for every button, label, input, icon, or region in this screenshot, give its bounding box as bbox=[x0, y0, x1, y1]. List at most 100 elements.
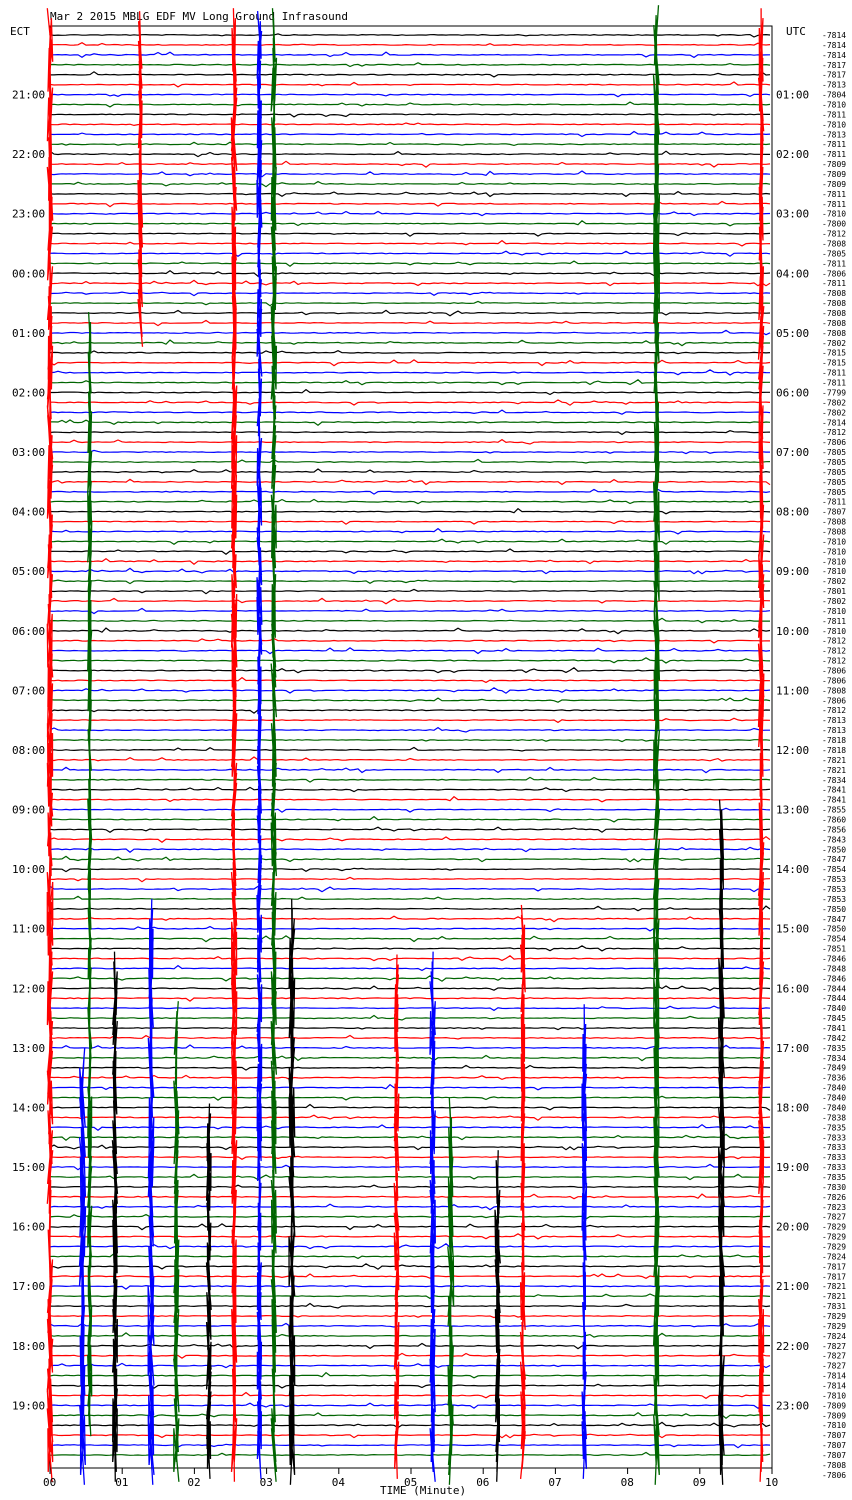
trace-row bbox=[49, 1064, 771, 1071]
trace-row bbox=[49, 657, 771, 664]
trace-row bbox=[49, 1163, 771, 1171]
trace-row bbox=[49, 617, 770, 624]
trace-row bbox=[49, 726, 770, 733]
trace-row bbox=[49, 955, 771, 962]
right-time-label: 18:00 bbox=[776, 1102, 809, 1115]
trace-row bbox=[49, 607, 771, 615]
row-offset-label: -7802 bbox=[822, 597, 846, 606]
trace-row bbox=[49, 846, 771, 853]
row-offset-label: -7809 bbox=[822, 1401, 846, 1410]
trace-row bbox=[49, 1332, 771, 1338]
left-time-label: 05:00 bbox=[12, 565, 45, 578]
trace-row bbox=[49, 150, 770, 158]
row-offset-label: -7850 bbox=[822, 925, 846, 934]
row-offset-label: -7850 bbox=[822, 905, 846, 914]
x-tick-label: 07 bbox=[548, 1476, 561, 1489]
trace-row bbox=[49, 409, 771, 415]
row-offset-label: -7843 bbox=[822, 835, 846, 844]
burst-trace bbox=[137, 11, 144, 347]
chart-title: Mar 2 2015 MBLG EDF MV Long Ground Infra… bbox=[50, 10, 348, 23]
row-offset-label: -7818 bbox=[822, 736, 846, 745]
row-offset-label: -7811 bbox=[822, 190, 846, 199]
trace-row bbox=[49, 488, 771, 495]
row-offset-label: -7799 bbox=[822, 389, 846, 398]
row-offset-label: -7808 bbox=[822, 309, 846, 318]
right-time-label: 09:00 bbox=[776, 565, 809, 578]
trace-row bbox=[49, 687, 771, 694]
row-offset-label: -7808 bbox=[822, 686, 846, 695]
row-offset-label: -7805 bbox=[822, 468, 846, 477]
x-tick-label: 05 bbox=[404, 1476, 417, 1489]
trace-row bbox=[49, 567, 771, 575]
trace-row bbox=[49, 220, 771, 227]
burst-trace bbox=[87, 311, 93, 1437]
row-offset-label: -7808 bbox=[822, 518, 846, 527]
trace-row bbox=[49, 527, 771, 535]
trace-row bbox=[49, 717, 771, 724]
left-time-label: 14:00 bbox=[12, 1102, 45, 1115]
burst-trace bbox=[270, 8, 278, 1482]
trace-row bbox=[49, 1026, 771, 1031]
row-offset-label: -7813 bbox=[822, 726, 846, 735]
trace-row bbox=[49, 200, 771, 208]
row-offset-label: -7829 bbox=[822, 1243, 846, 1252]
trace-row bbox=[49, 1103, 771, 1111]
left-time-label: 22:00 bbox=[12, 148, 45, 161]
trace-row bbox=[49, 291, 771, 297]
trace-row bbox=[49, 776, 771, 783]
burst-trace bbox=[447, 1097, 455, 1485]
trace-row bbox=[49, 1322, 771, 1328]
trace-row bbox=[49, 1421, 771, 1429]
row-offset-label: -7810 bbox=[822, 101, 846, 110]
burst-trace bbox=[147, 898, 155, 1485]
trace-row bbox=[49, 557, 771, 565]
left-time-label: 02:00 bbox=[12, 387, 45, 400]
right-time-label: 05:00 bbox=[776, 327, 809, 340]
row-offset-label: -7813 bbox=[822, 81, 846, 90]
trace-row bbox=[49, 1342, 771, 1350]
row-offset-label: -7809 bbox=[822, 180, 846, 189]
row-offset-label: -7808 bbox=[822, 289, 846, 298]
row-offset-label: -7827 bbox=[822, 1213, 846, 1222]
row-offset-label: -7808 bbox=[822, 329, 846, 338]
row-offset-label: -7811 bbox=[822, 369, 846, 378]
trace-row bbox=[49, 1302, 771, 1309]
trace-row bbox=[49, 1371, 771, 1379]
row-offset-label: -7811 bbox=[822, 140, 846, 149]
trace-row bbox=[49, 1402, 771, 1409]
x-tick-label: 04 bbox=[332, 1476, 346, 1489]
trace-row bbox=[49, 1114, 771, 1121]
row-offset-label: -7814 bbox=[822, 1372, 846, 1381]
trace-row bbox=[49, 1451, 771, 1457]
trace-row bbox=[49, 269, 771, 277]
row-offset-label: -7829 bbox=[822, 1223, 846, 1232]
trace-row bbox=[49, 815, 771, 823]
left-time-label: 01:00 bbox=[12, 327, 45, 340]
trace-row bbox=[49, 1411, 771, 1419]
row-offset-axis: -7814-7814-7814-7817-7817-7813-7804-7810… bbox=[822, 31, 846, 1480]
trace-row bbox=[49, 210, 771, 217]
row-offset-label: -7810 bbox=[822, 607, 846, 616]
row-offset-label: -7802 bbox=[822, 398, 846, 407]
row-offset-label: -7802 bbox=[822, 339, 846, 348]
row-offset-label: -7821 bbox=[822, 1282, 846, 1291]
trace-row bbox=[49, 697, 771, 703]
trace-row bbox=[49, 925, 771, 932]
trace-row bbox=[49, 1433, 771, 1439]
row-offset-label: -7834 bbox=[822, 776, 846, 785]
row-offset-label: -7818 bbox=[822, 746, 846, 755]
trace-row bbox=[49, 438, 771, 445]
x-tick-label: 06 bbox=[476, 1476, 489, 1489]
right-time-label: 17:00 bbox=[776, 1042, 809, 1055]
trace-group bbox=[49, 33, 771, 1457]
trace-row bbox=[49, 359, 771, 367]
trace-row bbox=[49, 250, 771, 258]
trace-row bbox=[49, 1054, 771, 1062]
row-offset-label: -7809 bbox=[822, 1411, 846, 1420]
trace-row bbox=[49, 399, 771, 406]
left-time-label: 03:00 bbox=[12, 446, 45, 459]
trace-row bbox=[49, 935, 771, 943]
x-tick-label: 10 bbox=[765, 1476, 778, 1489]
row-offset-label: -7810 bbox=[822, 210, 846, 219]
